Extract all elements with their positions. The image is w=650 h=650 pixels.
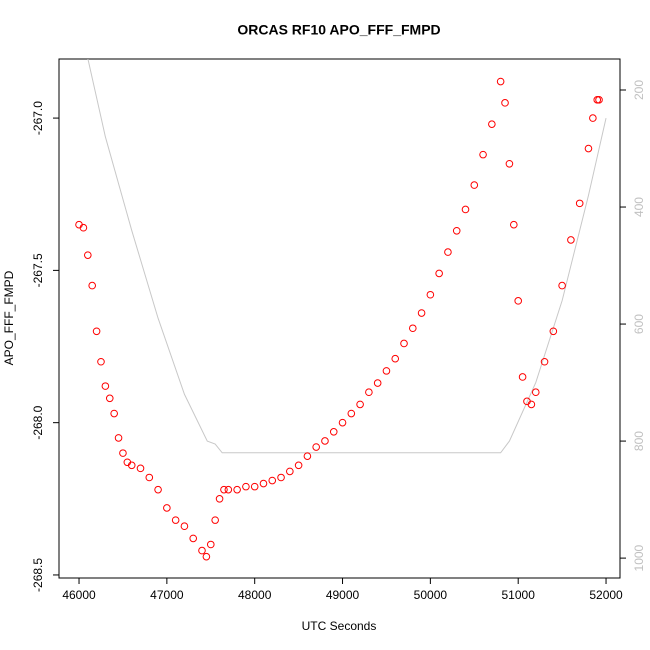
data-point <box>558 281 566 290</box>
y2-tick-label: 400 <box>632 197 646 217</box>
data-point <box>268 476 277 485</box>
data-point <box>452 226 461 235</box>
data-point <box>549 327 558 336</box>
data-point <box>215 495 224 503</box>
data-point <box>101 382 110 390</box>
data-point <box>470 181 479 189</box>
data-point <box>595 96 603 104</box>
data-point <box>479 150 487 159</box>
data-point <box>110 409 118 418</box>
data-point <box>527 400 536 409</box>
data-point <box>224 485 233 494</box>
chart-title: ORCAS RF10 APO_FFF_FMPD <box>237 22 440 38</box>
y-tick-label: -268.5 <box>31 558 45 592</box>
data-point <box>79 223 88 232</box>
data-point <box>347 409 356 418</box>
data-point <box>510 220 518 229</box>
x-tick-label: 50000 <box>414 588 448 602</box>
y2-tick-label: 600 <box>632 314 646 334</box>
data-point <box>567 236 575 244</box>
data-point <box>180 522 189 531</box>
data-point <box>154 485 162 494</box>
data-point <box>114 434 123 442</box>
data-point <box>505 159 514 168</box>
y-tick-label: -267.5 <box>31 253 45 287</box>
y2-tick-label: 200 <box>632 80 646 100</box>
data-point <box>501 99 509 107</box>
x-tick-label: 46000 <box>62 588 96 602</box>
data-point <box>286 467 294 476</box>
data-point <box>518 373 527 381</box>
data-point <box>488 120 496 128</box>
data-point <box>259 479 268 488</box>
data-point <box>198 546 206 555</box>
y-tick-label: -268.0 <box>31 405 45 439</box>
data-point <box>589 114 597 122</box>
x-tick-label: 51000 <box>502 588 536 602</box>
data-point <box>540 357 549 366</box>
data-point <box>400 339 408 348</box>
data-point <box>408 324 417 333</box>
data-point <box>202 552 211 561</box>
data-point <box>250 482 259 491</box>
data-point <box>242 482 250 491</box>
x-tick-label: 47000 <box>150 588 184 602</box>
data-point <box>277 473 285 482</box>
data-point <box>97 357 105 366</box>
data-point <box>329 428 338 436</box>
data-point <box>321 437 329 445</box>
data-point <box>84 251 92 259</box>
data-point <box>338 418 347 427</box>
data-point <box>171 516 180 524</box>
data-point <box>189 534 198 543</box>
data-point <box>435 269 443 278</box>
y-tick-label: -267.0 <box>31 101 45 135</box>
data-point <box>92 327 101 336</box>
data-point <box>417 309 426 317</box>
data-point <box>496 77 505 86</box>
data-point <box>294 461 303 470</box>
data-point <box>105 394 114 403</box>
data-point <box>206 540 215 549</box>
data-point <box>220 485 228 494</box>
line-series <box>87 59 607 454</box>
x-axis-label: UTC Seconds <box>302 619 377 633</box>
data-point <box>575 199 584 208</box>
data-point <box>127 461 136 470</box>
data-point <box>365 388 373 397</box>
data-point <box>88 281 97 290</box>
data-point <box>426 290 435 299</box>
data-point <box>312 443 320 451</box>
data-point <box>145 473 154 482</box>
data-point <box>233 485 241 494</box>
data-point <box>461 205 470 214</box>
data-point <box>119 449 127 457</box>
data-point <box>391 354 400 363</box>
data-point <box>514 297 522 305</box>
data-point <box>531 388 540 397</box>
data-point <box>356 400 364 409</box>
x-tick-label: 52000 <box>589 588 623 602</box>
data-point <box>373 379 382 387</box>
y-axis-label: APO_FFF_FMPD <box>2 270 16 365</box>
plot-frame <box>58 58 621 579</box>
x-tick-label: 48000 <box>238 588 272 602</box>
data-point <box>444 248 452 256</box>
data-point <box>584 144 593 153</box>
y2-tick-label: 1000 <box>632 544 646 571</box>
data-point <box>136 464 145 473</box>
data-point <box>303 452 312 460</box>
data-point <box>382 367 391 375</box>
y2-tick-label: 800 <box>632 431 646 451</box>
x-tick-label: 49000 <box>326 588 360 602</box>
data-point <box>211 516 219 524</box>
data-point <box>163 504 171 512</box>
